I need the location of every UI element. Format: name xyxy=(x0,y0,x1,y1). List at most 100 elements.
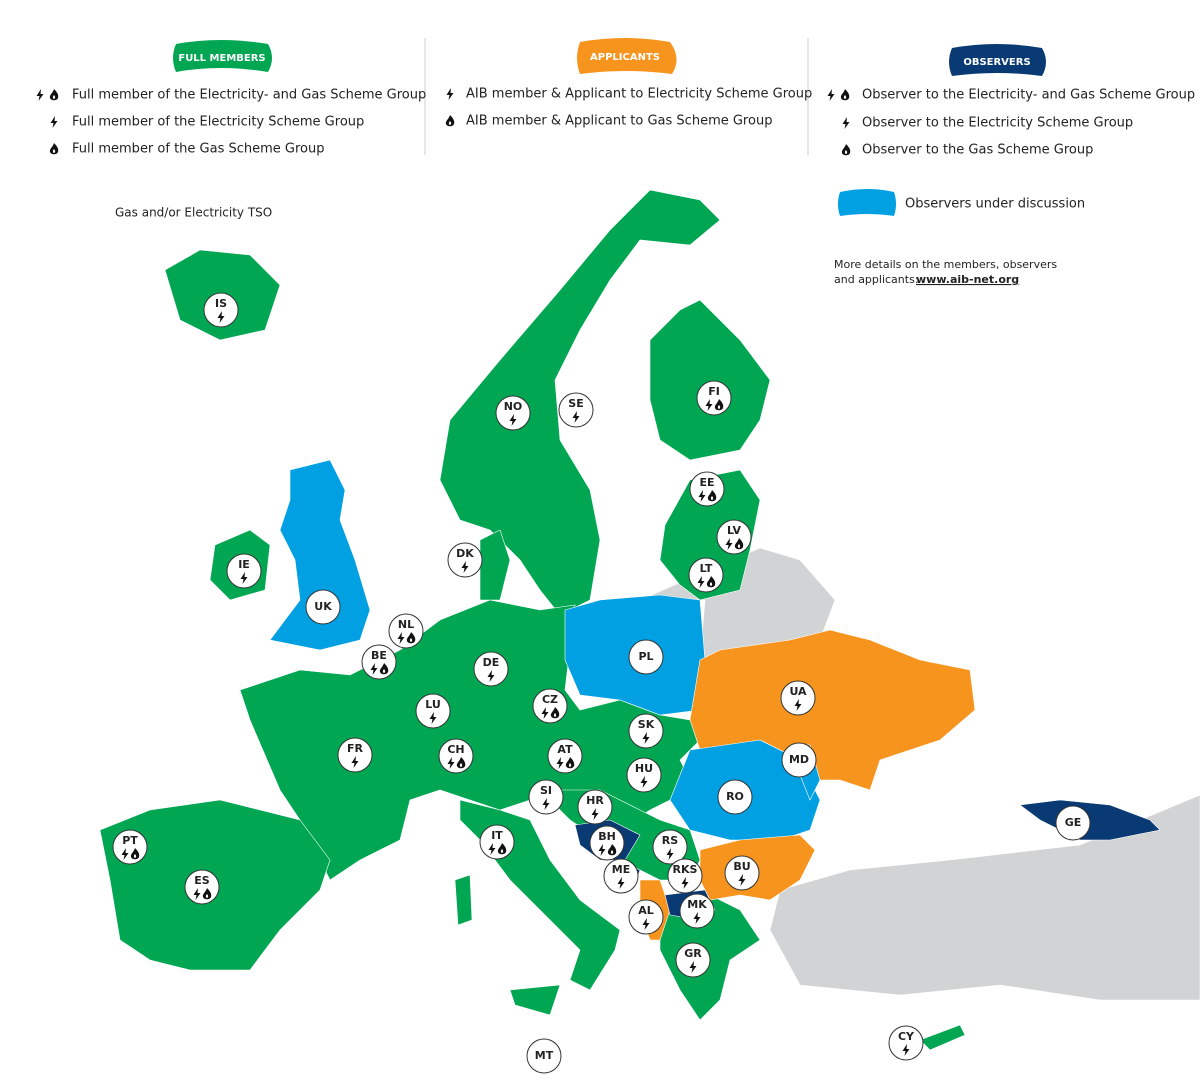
marker-circle xyxy=(724,855,760,891)
country-marker: GR xyxy=(675,942,711,978)
country-label: RO xyxy=(726,790,744,803)
country-label: EE xyxy=(699,476,714,489)
marker-circle xyxy=(203,292,239,328)
legend-item: Observer to the Gas Scheme Group xyxy=(862,143,1093,158)
country-label: UA xyxy=(789,685,807,698)
country-label: MD xyxy=(789,753,809,766)
legend-item: Full member of the Electricity Scheme Gr… xyxy=(72,115,364,130)
country-marker: BE xyxy=(361,644,397,680)
country-label: BU xyxy=(733,860,750,873)
country-marker: FI xyxy=(696,380,732,416)
country-marker: HU xyxy=(626,757,662,793)
country-label: IT xyxy=(491,829,503,842)
marker-circle xyxy=(528,779,564,815)
legend-item: Full member of the Electricity- and Gas … xyxy=(72,88,426,103)
country-marker: NL xyxy=(388,613,424,649)
legend-item: Full member of the Gas Scheme Group xyxy=(72,142,325,157)
country-marker: BH xyxy=(589,825,625,861)
country-label: ME xyxy=(612,863,630,876)
note: More details on the members, observers xyxy=(834,258,1057,271)
legend-item: Observers under discussion xyxy=(905,197,1085,212)
link[interactable]: www.aib-net.org xyxy=(916,273,1019,286)
marker-circle xyxy=(577,789,613,825)
legend-item: Observer to the Electricity Scheme Group xyxy=(862,116,1133,131)
marker-circle xyxy=(652,829,688,865)
country-marker: MD xyxy=(781,742,817,778)
country-marker: CH xyxy=(438,738,474,774)
marker-circle xyxy=(526,1038,562,1074)
note: Gas and/or Electricity TSO xyxy=(115,206,272,220)
country-marker: LU xyxy=(415,693,451,729)
country-marker: AL xyxy=(628,899,664,935)
legend-item: AIB member & Applicant to Gas Scheme Gro… xyxy=(466,114,772,129)
marker-circle xyxy=(603,858,639,894)
legend-item: AIB member & Applicant to Electricity Sc… xyxy=(466,87,812,102)
country-label: IE xyxy=(238,558,250,571)
marker-circle xyxy=(473,651,509,687)
note: and applicants: xyxy=(834,273,919,286)
marker-circle xyxy=(447,542,483,578)
badge: OBSERVERS xyxy=(963,57,1030,68)
marker-circle xyxy=(305,589,341,625)
country-label: HR xyxy=(586,794,604,807)
country-marker: ES xyxy=(184,869,220,905)
country-markers: IS NO SE FI EE LV LT DK IE UK NL BE DE PL CZ LU SK UA FR CH… xyxy=(112,292,1091,1074)
country-label: FI xyxy=(708,385,720,398)
country-marker: UA xyxy=(780,680,816,716)
country-label: IS xyxy=(215,297,227,310)
country-label: CZ xyxy=(542,693,558,706)
country-label: LV xyxy=(727,524,741,537)
country-marker: DE xyxy=(473,651,509,687)
country-marker: GE xyxy=(1055,805,1091,841)
country-marker: SI xyxy=(528,779,564,815)
country-label: SE xyxy=(568,397,583,410)
country-label: GR xyxy=(684,947,702,960)
country-label: BH xyxy=(598,830,616,843)
marker-circle xyxy=(667,858,703,894)
country-label: AT xyxy=(557,743,573,756)
country-marker: MT xyxy=(526,1038,562,1074)
country-label: PL xyxy=(638,650,653,663)
marker-circle xyxy=(558,392,594,428)
country-label: RKS xyxy=(673,863,698,876)
country-marker: PL xyxy=(628,639,664,675)
country-marker: EE xyxy=(689,471,725,507)
legend-item: Observer to the Electricity- and Gas Sch… xyxy=(862,88,1195,103)
country-label: LT xyxy=(700,562,713,575)
country-marker: PT xyxy=(112,829,148,865)
marker-circle xyxy=(415,693,451,729)
country-label: HU xyxy=(635,762,653,775)
country-label: DE xyxy=(483,656,500,669)
country-marker: LT xyxy=(688,557,724,593)
country-label: MK xyxy=(687,898,707,911)
marker-circle xyxy=(781,742,817,778)
country-label: RS xyxy=(662,834,678,847)
country-marker: UK xyxy=(305,589,341,625)
country-label: CY xyxy=(898,1030,915,1043)
marker-circle xyxy=(628,713,664,749)
country-label: FR xyxy=(347,742,364,755)
country-marker: NO xyxy=(495,395,531,431)
country-marker: MK xyxy=(679,893,715,929)
country-marker: SK xyxy=(628,713,664,749)
country-marker: RS xyxy=(652,829,688,865)
badge: APPLICANTS xyxy=(590,52,660,63)
marker-circle xyxy=(495,395,531,431)
country-marker: ME xyxy=(603,858,639,894)
marker-circle xyxy=(628,639,664,675)
country-marker: IS xyxy=(203,292,239,328)
country-label: CH xyxy=(447,743,464,756)
marker-circle xyxy=(888,1025,924,1061)
country-marker: RKS xyxy=(667,858,703,894)
country-label: LU xyxy=(425,698,441,711)
country-marker: SE xyxy=(558,392,594,428)
country-marker: LV xyxy=(716,519,752,555)
country-label: PT xyxy=(122,834,138,847)
country-label: DK xyxy=(456,547,474,560)
country-marker: AT xyxy=(547,738,583,774)
country-marker: FR xyxy=(337,737,373,773)
marker-circle xyxy=(628,899,664,935)
marker-circle xyxy=(675,942,711,978)
country-label: NL xyxy=(398,618,414,631)
country-marker: IE xyxy=(226,553,262,589)
